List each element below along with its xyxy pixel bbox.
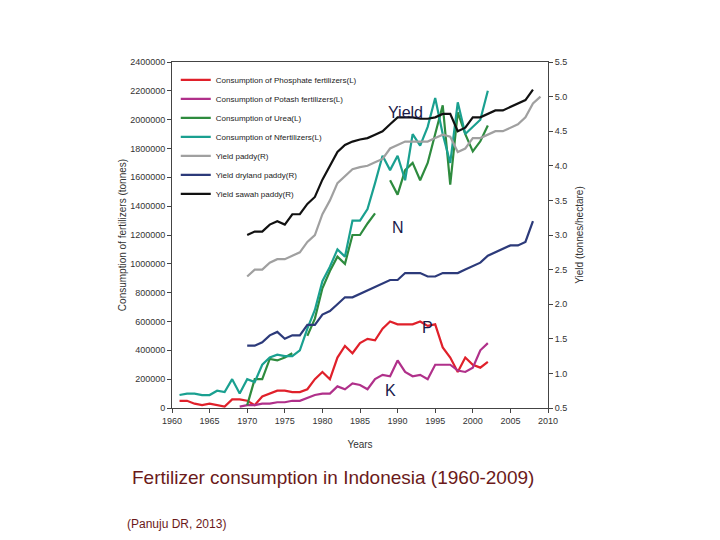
svg-text:3.0: 3.0 [555, 230, 568, 240]
svg-text:1400000: 1400000 [130, 201, 165, 211]
svg-text:0.5: 0.5 [555, 403, 568, 413]
svg-text:Yield: Yield [388, 104, 423, 121]
svg-text:Yield sawah paddy(R): Yield sawah paddy(R) [216, 190, 294, 199]
svg-text:5.0: 5.0 [555, 92, 568, 102]
svg-text:1980: 1980 [312, 416, 332, 426]
svg-text:2010: 2010 [538, 416, 558, 426]
svg-text:600000: 600000 [135, 317, 165, 327]
svg-text:2400000: 2400000 [130, 57, 165, 67]
svg-text:P: P [422, 319, 433, 336]
svg-text:Consumption of Urea(L): Consumption of Urea(L) [216, 114, 302, 123]
svg-text:1960: 1960 [162, 416, 182, 426]
svg-text:Consumption of Phosphate ferti: Consumption of Phosphate fertilizers(L) [216, 76, 357, 85]
svg-text:1200000: 1200000 [130, 230, 165, 240]
svg-text:Consumption of Potash fertiliz: Consumption of Potash fertilizers(L) [216, 95, 344, 104]
svg-text:2.5: 2.5 [555, 265, 568, 275]
svg-text:1975: 1975 [275, 416, 295, 426]
svg-text:2.0: 2.0 [555, 299, 568, 309]
svg-text:1800000: 1800000 [130, 144, 165, 154]
svg-text:Yield (tonnes/hectare): Yield (tonnes/hectare) [574, 186, 585, 283]
svg-text:2000: 2000 [463, 416, 483, 426]
svg-text:Fertilizer consumption in Indo: Fertilizer consumption in Indonesia (196… [132, 467, 534, 488]
svg-text:N: N [392, 219, 404, 236]
svg-text:2000000: 2000000 [130, 115, 165, 125]
svg-text:1.5: 1.5 [555, 334, 568, 344]
svg-text:(Panuju DR, 2013): (Panuju DR, 2013) [127, 517, 226, 531]
svg-text:1.0: 1.0 [555, 369, 568, 379]
svg-text:Consumption of fertilizers (to: Consumption of fertilizers (tonnes) [117, 159, 128, 311]
svg-text:5.5: 5.5 [555, 57, 568, 67]
svg-text:1970: 1970 [237, 416, 257, 426]
svg-text:Yield paddy(R): Yield paddy(R) [216, 152, 269, 161]
svg-text:1965: 1965 [200, 416, 220, 426]
svg-text:1985: 1985 [350, 416, 370, 426]
svg-text:800000: 800000 [135, 288, 165, 298]
svg-text:Years: Years [347, 439, 372, 450]
svg-text:1990: 1990 [388, 416, 408, 426]
svg-text:0: 0 [160, 403, 165, 413]
svg-text:1000000: 1000000 [130, 259, 165, 269]
svg-text:4.5: 4.5 [555, 126, 568, 136]
svg-text:3.5: 3.5 [555, 196, 568, 206]
svg-text:400000: 400000 [135, 345, 165, 355]
svg-text:Yield dryland paddy(R): Yield dryland paddy(R) [216, 171, 297, 180]
svg-text:1995: 1995 [425, 416, 445, 426]
svg-text:Consumption of Nfertilizers(L): Consumption of Nfertilizers(L) [216, 133, 322, 142]
svg-text:200000: 200000 [135, 374, 165, 384]
svg-text:2005: 2005 [500, 416, 520, 426]
svg-text:4.0: 4.0 [555, 161, 568, 171]
svg-text:K: K [385, 382, 396, 399]
svg-text:2200000: 2200000 [130, 86, 165, 96]
svg-text:1600000: 1600000 [130, 172, 165, 182]
